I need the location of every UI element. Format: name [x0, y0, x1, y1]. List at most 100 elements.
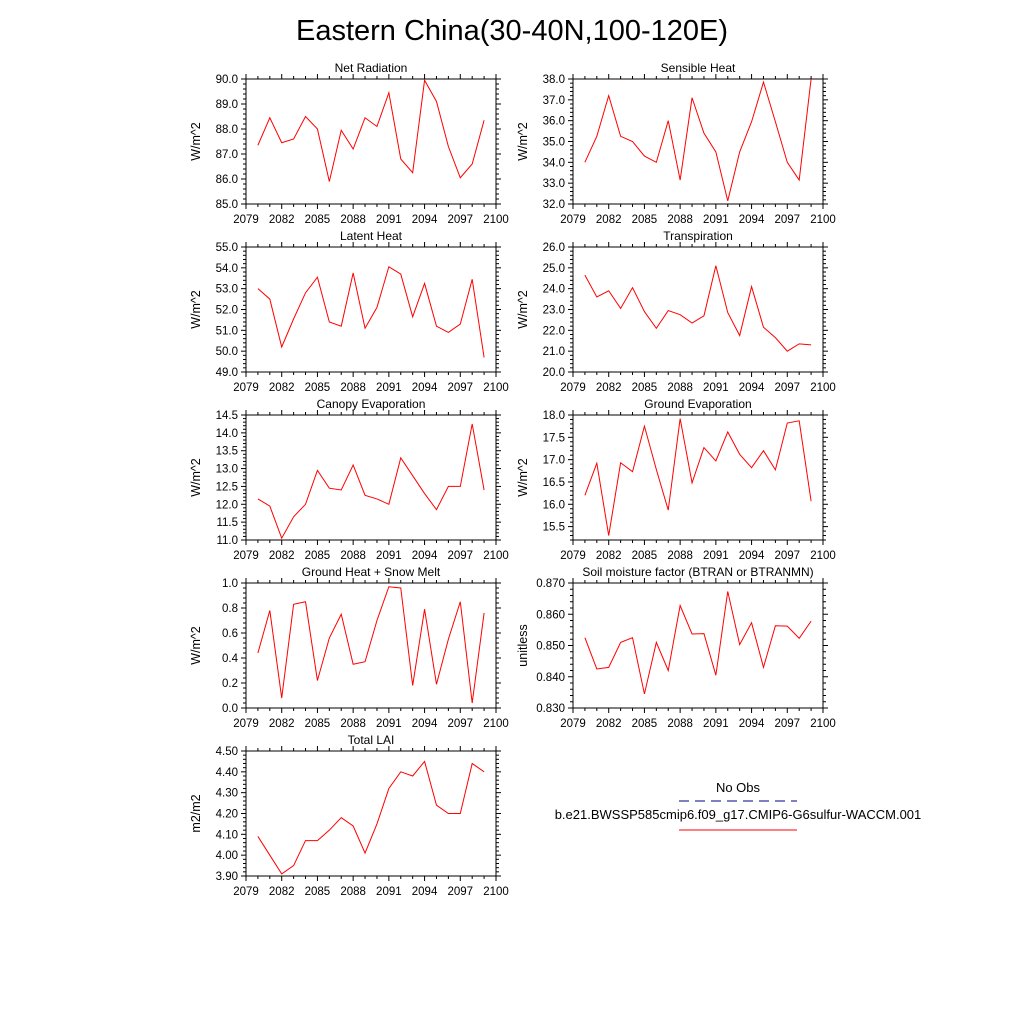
x-tick-label: 2082 [269, 886, 295, 898]
legend: No Obs b.e21.BWSSP585cmip6.f09_g17.CMIP6… [555, 780, 922, 831]
x-tick-label: 2097 [447, 214, 473, 226]
chart-panel-9: Total LAI m2/m2 2079 2082 2085 2088 2091 2094 20… [189, 733, 509, 898]
y-tick-label: 38.0 [543, 74, 565, 86]
x-tick-label: 2100 [483, 550, 509, 562]
x-tick-label: 2085 [632, 550, 658, 562]
y-tick-label: 20.0 [543, 367, 565, 379]
plot-frame [572, 582, 824, 709]
x-tick-label: 2085 [305, 886, 331, 898]
y-tick-label: 16.0 [543, 499, 565, 511]
x-tick-label: 2085 [632, 718, 658, 730]
y-tick-label: 86.0 [216, 174, 238, 186]
x-tick-label: 2085 [305, 214, 331, 226]
x-tick-label: 2088 [340, 886, 366, 898]
series-line [584, 78, 812, 201]
series-line [257, 760, 485, 875]
y-tick-label: 13.5 [216, 446, 238, 458]
series-line [257, 266, 485, 358]
y-tick-label: 17.0 [543, 455, 565, 467]
y-tick-label: 0.860 [536, 609, 565, 621]
x-tick-label: 2088 [340, 718, 366, 730]
panel-title: Canopy Evaporation [317, 397, 426, 411]
y-axis-label: W/m^2 [189, 626, 203, 665]
y-tick-label: 33.0 [543, 178, 565, 190]
y-axis-label: W/m^2 [516, 458, 530, 497]
y-tick-label: 36.0 [543, 116, 565, 128]
plot-frame [245, 246, 497, 373]
x-tick-label: 2091 [703, 718, 729, 730]
page-title: Eastern China(30-40N,100-120E) [296, 15, 728, 47]
y-axis-label: W/m^2 [189, 458, 203, 497]
y-tick-label: 21.0 [543, 346, 565, 358]
x-tick-label: 2094 [412, 214, 438, 226]
series-line [257, 423, 485, 540]
x-tick-label: 2094 [739, 718, 765, 730]
y-tick-label: 50.0 [216, 346, 238, 358]
y-tick-label: 55.0 [216, 242, 238, 254]
plot-frame [572, 246, 824, 373]
y-tick-label: 90.0 [216, 74, 238, 86]
y-tick-label: 14.5 [216, 410, 238, 422]
y-tick-label: 25.0 [543, 263, 565, 275]
x-tick-label: 2097 [447, 718, 473, 730]
x-tick-label: 2100 [483, 214, 509, 226]
x-tick-label: 2085 [305, 718, 331, 730]
panel-title: Ground Heat + Snow Melt [302, 565, 441, 579]
x-tick-label: 2091 [376, 214, 402, 226]
y-tick-label: 11.0 [216, 535, 238, 547]
y-tick-label: 4.50 [216, 746, 238, 758]
x-tick-label: 2088 [340, 550, 366, 562]
x-tick-label: 2082 [269, 550, 295, 562]
series-line [584, 591, 812, 695]
plot-frame [572, 414, 824, 541]
x-tick-label: 2091 [376, 718, 402, 730]
x-tick-label: 2097 [774, 550, 800, 562]
chart-panel-6: Ground Evaporation W/m^2 2079 2082 2085 2088 2… [516, 397, 836, 562]
x-tick-label: 2094 [412, 550, 438, 562]
legend-model-label: b.e21.BWSSP585cmip6.f09_g17.CMIP6-G6sulf… [555, 807, 922, 822]
x-tick-label: 2079 [233, 886, 259, 898]
x-tick-label: 2100 [810, 382, 836, 394]
x-tick-label: 2082 [269, 382, 295, 394]
plot-frame [245, 750, 497, 877]
series-line [257, 78, 485, 182]
x-tick-label: 2082 [596, 718, 622, 730]
chart-panel-4: Transpiration W/m^2 2079 2082 2085 2088 2091 20… [516, 229, 836, 394]
x-tick-label: 2085 [632, 214, 658, 226]
chart-panel-5: Canopy Evaporation W/m^2 2079 2082 2085 2088 2… [189, 397, 509, 562]
y-tick-label: 4.30 [216, 788, 238, 800]
x-tick-label: 2079 [233, 718, 259, 730]
series-line [584, 418, 812, 536]
x-tick-label: 2079 [560, 550, 586, 562]
y-tick-label: 1.0 [222, 578, 238, 590]
x-tick-label: 2091 [376, 382, 402, 394]
x-tick-label: 2079 [560, 214, 586, 226]
chart-panel-7: Ground Heat + Snow Melt W/m^2 2079 2082 2085… [189, 565, 509, 730]
x-tick-label: 2088 [667, 214, 693, 226]
y-tick-label: 24.0 [543, 284, 565, 296]
x-tick-label: 2082 [269, 214, 295, 226]
y-tick-label: 4.20 [216, 809, 238, 821]
x-tick-label: 2100 [810, 550, 836, 562]
x-tick-label: 2079 [560, 382, 586, 394]
x-tick-label: 2097 [447, 382, 473, 394]
y-tick-label: 54.0 [216, 263, 238, 275]
y-tick-label: 3.90 [216, 871, 238, 883]
y-tick-label: 0.8 [222, 603, 238, 615]
y-tick-label: 26.0 [543, 242, 565, 254]
y-axis-label: m2/m2 [189, 794, 203, 832]
x-tick-label: 2088 [667, 550, 693, 562]
panel-title: Net Radiation [335, 61, 408, 75]
x-tick-label: 2097 [447, 550, 473, 562]
y-tick-label: 4.10 [216, 829, 238, 841]
y-tick-label: 35.0 [543, 137, 565, 149]
y-tick-label: 0.0 [222, 703, 238, 715]
series-line [584, 265, 812, 352]
x-tick-label: 2097 [774, 214, 800, 226]
y-tick-label: 16.5 [543, 477, 565, 489]
x-tick-label: 2094 [412, 718, 438, 730]
panel-title: Sensible Heat [661, 61, 736, 75]
plot-frame [245, 414, 497, 541]
panel-title: Latent Heat [340, 229, 403, 243]
y-axis-label: W/m^2 [189, 122, 203, 161]
